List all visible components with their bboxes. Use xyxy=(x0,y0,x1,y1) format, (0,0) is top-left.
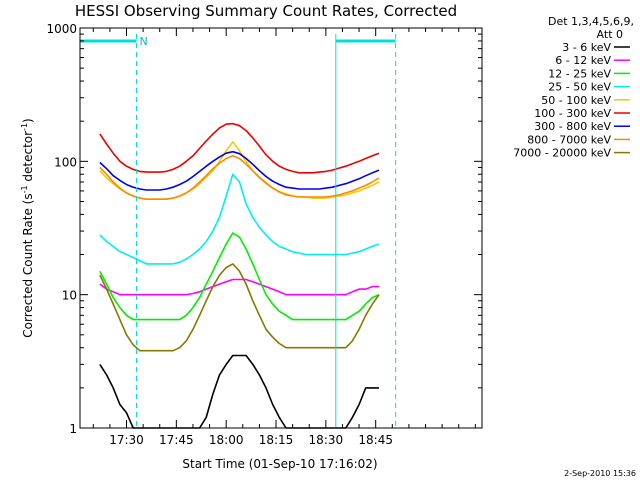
x-axis-label: Start Time (01-Sep-10 17:16:02) xyxy=(182,457,377,471)
y-tick-label: 100 xyxy=(54,155,77,169)
saa-marker-label: N xyxy=(139,35,147,48)
y-tick-label: 1 xyxy=(69,422,77,436)
series-line-4 xyxy=(99,173,380,265)
series-line-2 xyxy=(99,278,379,296)
y-label-exp-2: -1 xyxy=(20,123,29,131)
x-tick-label: 18:45 xyxy=(358,433,393,447)
marker-layer: N xyxy=(80,34,397,428)
series-line-6 xyxy=(99,122,380,174)
series-line-9 xyxy=(99,263,380,352)
legend-label: 6 - 12 keV xyxy=(555,54,611,67)
series-line-8 xyxy=(99,155,380,200)
y-label-part-3: ) xyxy=(21,118,35,123)
legend-label: 300 - 800 keV xyxy=(534,120,611,133)
series-line-3 xyxy=(99,232,380,321)
legend-label: 800 - 7000 keV xyxy=(527,133,611,146)
series-line-7 xyxy=(99,150,380,191)
x-tick-label: 17:45 xyxy=(159,433,194,447)
x-tick-label: 18:30 xyxy=(309,433,344,447)
series-layer xyxy=(99,122,380,429)
y-tick-label: 10 xyxy=(62,289,77,303)
legend-label: 3 - 6 keV xyxy=(562,41,611,54)
x-tick-label: 17:30 xyxy=(109,433,144,447)
y-axis-label: Corrected Count Rate (s-1 detector-1) xyxy=(20,118,35,337)
chart-title: HESSI Observing Summary Count Rates, Cor… xyxy=(75,2,457,20)
y-label-part-1: Corrected Count Rate (s xyxy=(21,193,35,337)
legend-label: 12 - 25 keV xyxy=(548,67,611,80)
x-tick-label: 18:00 xyxy=(209,433,244,447)
legend-label: 50 - 100 keV xyxy=(541,94,611,107)
legend-header-line-2: Att 0 xyxy=(597,28,623,41)
legend-label: 100 - 300 keV xyxy=(534,107,611,120)
x-axis: 17:30 17:45 18:00 18:15 18:30 18:45 xyxy=(92,28,476,447)
x-tick-label: 18:15 xyxy=(259,433,294,447)
legend-header-line-1: Det 1,3,4,5,6,9, xyxy=(548,15,634,28)
y-tick-label: 1000 xyxy=(46,22,77,36)
timestamp: 2-Sep-2010 15:36 xyxy=(564,469,636,478)
y-label-part-2: detector xyxy=(21,131,35,186)
legend-label: 25 - 50 keV xyxy=(548,81,611,94)
y-label-exp-1: -1 xyxy=(20,185,29,193)
plot-frame xyxy=(79,27,483,429)
y-axis: 1 10 100 1000 xyxy=(46,22,482,436)
legend-label: 7000 - 20000 keV xyxy=(513,147,611,160)
